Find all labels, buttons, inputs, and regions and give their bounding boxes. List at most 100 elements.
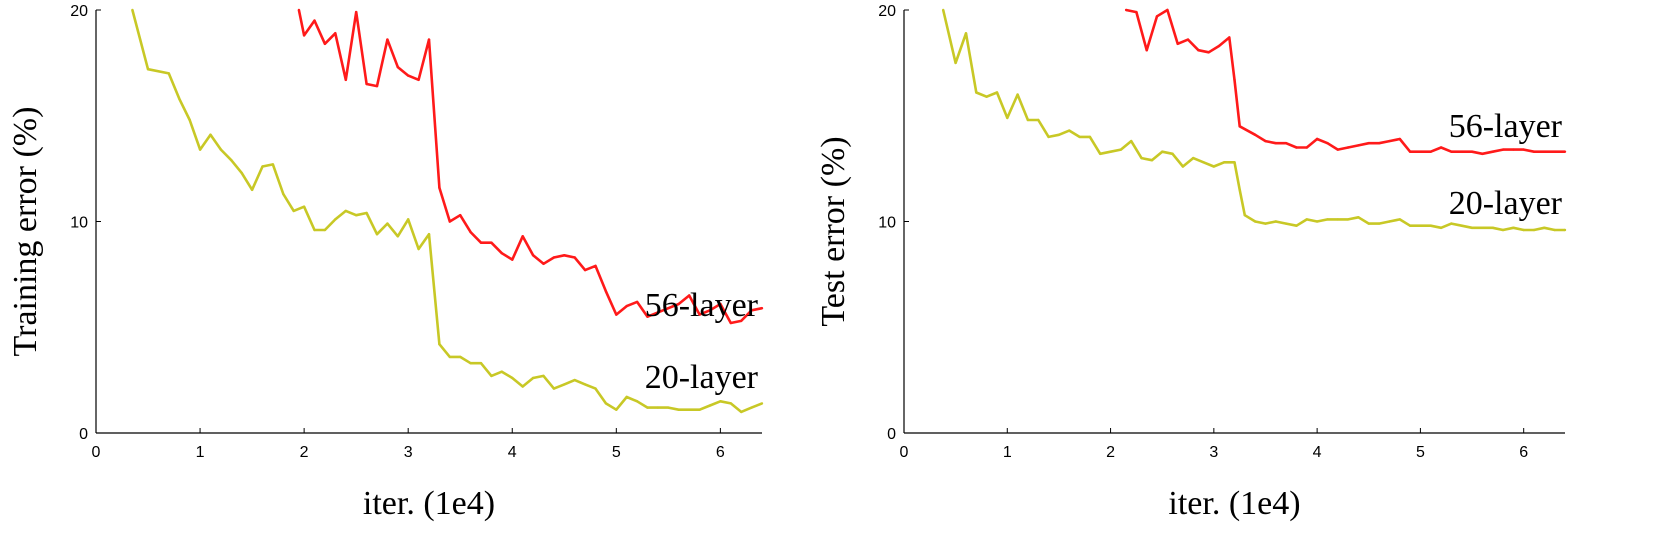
data-point-20-layer xyxy=(1336,218,1340,221)
data-point-20-layer xyxy=(1068,129,1071,132)
data-point-20-layer xyxy=(365,211,368,215)
data-point-56-layer xyxy=(1398,137,1402,141)
data-point-20-layer xyxy=(1119,148,1123,151)
x-axis-title: iter. (1e4) xyxy=(1168,485,1300,522)
data-point-56-layer xyxy=(427,38,431,41)
data-point-20-layer xyxy=(1408,224,1412,227)
data-point-20-layer xyxy=(1315,220,1319,223)
data-point-56-layer xyxy=(438,186,441,189)
data-point-56-layer xyxy=(511,258,514,261)
data-point-56-layer xyxy=(1450,150,1453,153)
x-tick-label: 2 xyxy=(300,444,309,461)
data-point-20-layer xyxy=(750,406,753,409)
data-point-56-layer xyxy=(1284,142,1288,145)
data-point-56-layer xyxy=(573,256,576,259)
data-point-20-layer xyxy=(1491,226,1494,229)
data-point-20-layer xyxy=(1181,165,1185,168)
data-point-56-layer xyxy=(479,241,483,244)
data-point-56-layer xyxy=(1357,144,1360,147)
data-point-56-layer xyxy=(1217,44,1221,48)
x-tick-label: 4 xyxy=(1313,444,1322,461)
data-point-20-layer xyxy=(1419,224,1422,227)
data-point-20-layer xyxy=(1563,228,1567,232)
data-point-56-layer xyxy=(313,19,316,22)
data-point-20-layer xyxy=(1130,139,1133,143)
x-tick-label: 6 xyxy=(1519,444,1528,461)
data-point-56-layer xyxy=(677,302,680,306)
data-point-20-layer xyxy=(1388,220,1391,223)
data-point-20-layer xyxy=(1099,152,1102,155)
x-tick-label: 3 xyxy=(1209,444,1218,461)
data-point-20-layer xyxy=(1078,135,1081,139)
data-point-56-layer xyxy=(1186,38,1190,41)
data-point-20-layer xyxy=(729,402,732,405)
data-point-56-layer xyxy=(1155,15,1159,18)
data-point-20-layer xyxy=(1037,118,1040,122)
data-point-56-layer xyxy=(698,313,701,316)
data-point-20-layer xyxy=(1171,152,1174,155)
data-point-20-layer xyxy=(1450,222,1453,225)
data-point-56-layer xyxy=(469,230,472,234)
data-point-56-layer xyxy=(635,300,639,304)
y-axis-title: Test error (%) xyxy=(815,136,852,326)
data-point-20-layer xyxy=(1202,161,1205,164)
y-tick-label: 10 xyxy=(878,215,896,232)
data-point-20-layer xyxy=(386,222,389,225)
data-point-20-layer xyxy=(1192,156,1195,160)
data-point-20-layer xyxy=(594,387,597,390)
data-point-56-layer xyxy=(1553,150,1556,153)
data-point-20-layer xyxy=(1326,218,1329,221)
x-tick-label: 0 xyxy=(92,444,101,461)
data-point-20-layer xyxy=(1501,228,1505,232)
data-point-56-layer xyxy=(1367,142,1371,145)
data-point-20-layer xyxy=(240,171,243,175)
data-point-56-layer xyxy=(1305,146,1309,149)
data-point-20-layer xyxy=(1057,133,1061,136)
series-label-56-layer: 56-layer xyxy=(1449,108,1563,145)
data-point-20-layer xyxy=(975,91,978,94)
data-point-20-layer xyxy=(1439,226,1443,229)
data-point-56-layer xyxy=(1408,150,1412,153)
data-point-56-layer xyxy=(1135,10,1138,14)
data-point-56-layer xyxy=(1336,148,1340,151)
data-point-20-layer xyxy=(323,228,327,232)
data-point-20-layer xyxy=(1264,222,1267,225)
data-point-56-layer xyxy=(1429,150,1432,153)
data-point-56-layer xyxy=(1326,142,1329,145)
data-point-20-layer xyxy=(1357,216,1360,219)
data-point-20-layer xyxy=(552,387,556,390)
data-point-56-layer xyxy=(355,10,358,14)
data-point-20-layer xyxy=(1109,150,1112,153)
data-point-56-layer xyxy=(1543,150,1546,153)
data-point-56-layer xyxy=(1145,49,1148,52)
data-point-56-layer xyxy=(500,252,503,255)
data-point-20-layer xyxy=(1532,228,1536,232)
data-point-20-layer xyxy=(1243,214,1247,217)
data-point-56-layer xyxy=(1264,139,1267,143)
data-point-56-layer xyxy=(1254,133,1257,136)
data-point-56-layer xyxy=(625,304,628,308)
data-point-20-layer xyxy=(1274,220,1278,223)
data-point-56-layer xyxy=(1207,51,1210,54)
data-point-20-layer xyxy=(459,355,462,359)
data-point-56-layer xyxy=(396,65,399,69)
data-point-56-layer xyxy=(740,319,743,323)
x-tick-label: 2 xyxy=(1106,444,1115,461)
x-tick-label: 3 xyxy=(404,444,413,461)
x-tick-label: 5 xyxy=(612,444,621,461)
data-point-20-layer xyxy=(334,218,337,221)
data-point-20-layer xyxy=(1460,224,1463,227)
data-point-56-layer xyxy=(667,307,670,310)
data-point-20-layer xyxy=(563,383,566,386)
data-point-20-layer xyxy=(1284,222,1288,225)
data-point-56-layer xyxy=(490,241,493,244)
series-line-56-layer xyxy=(297,9,763,325)
data-point-20-layer xyxy=(188,118,191,122)
data-point-20-layer xyxy=(1346,218,1350,221)
data-point-56-layer xyxy=(448,220,451,223)
data-point-20-layer xyxy=(282,192,285,196)
data-point-56-layer xyxy=(297,8,301,12)
data-point-56-layer xyxy=(1470,150,1474,153)
data-point-20-layer xyxy=(1295,224,1298,227)
